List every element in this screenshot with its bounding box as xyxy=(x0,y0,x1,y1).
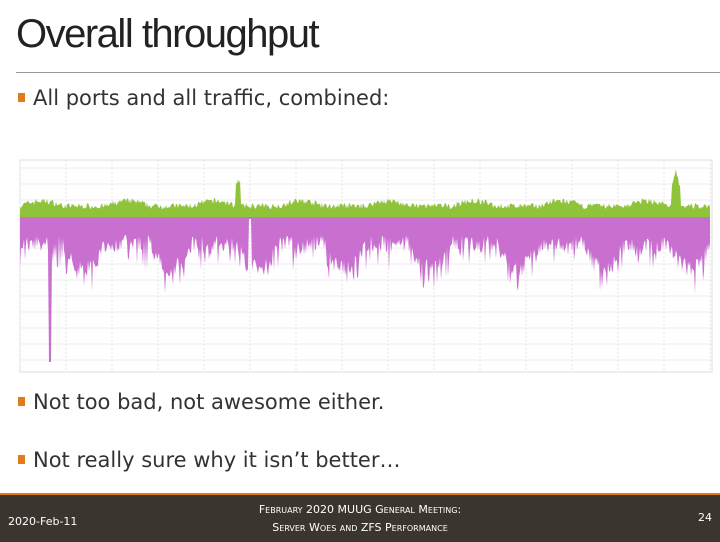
bullet: Not really sure why it isn’t better… xyxy=(18,448,401,472)
bullet: Not too bad, not awesome either. xyxy=(18,390,384,414)
page-number: 24 xyxy=(698,511,712,524)
event-line: February 2020 MUUG General Meeting: xyxy=(258,503,462,516)
footer-event: February 2020 MUUG General Meeting: Serv… xyxy=(0,501,720,537)
outbound-area xyxy=(20,217,710,362)
bullet: All ports and all traffic, combined: xyxy=(18,86,389,110)
title-rule xyxy=(16,72,720,73)
footer-date: 2020-Feb-11 xyxy=(8,515,78,528)
slide-title: Overall throughput xyxy=(16,12,320,56)
event-line: Server Woes and ZFS Performance xyxy=(272,521,448,534)
traffic-graph xyxy=(19,159,713,373)
inbound-area xyxy=(20,169,710,217)
footer: 2020-Feb-11 February 2020 MUUG General M… xyxy=(0,493,720,542)
